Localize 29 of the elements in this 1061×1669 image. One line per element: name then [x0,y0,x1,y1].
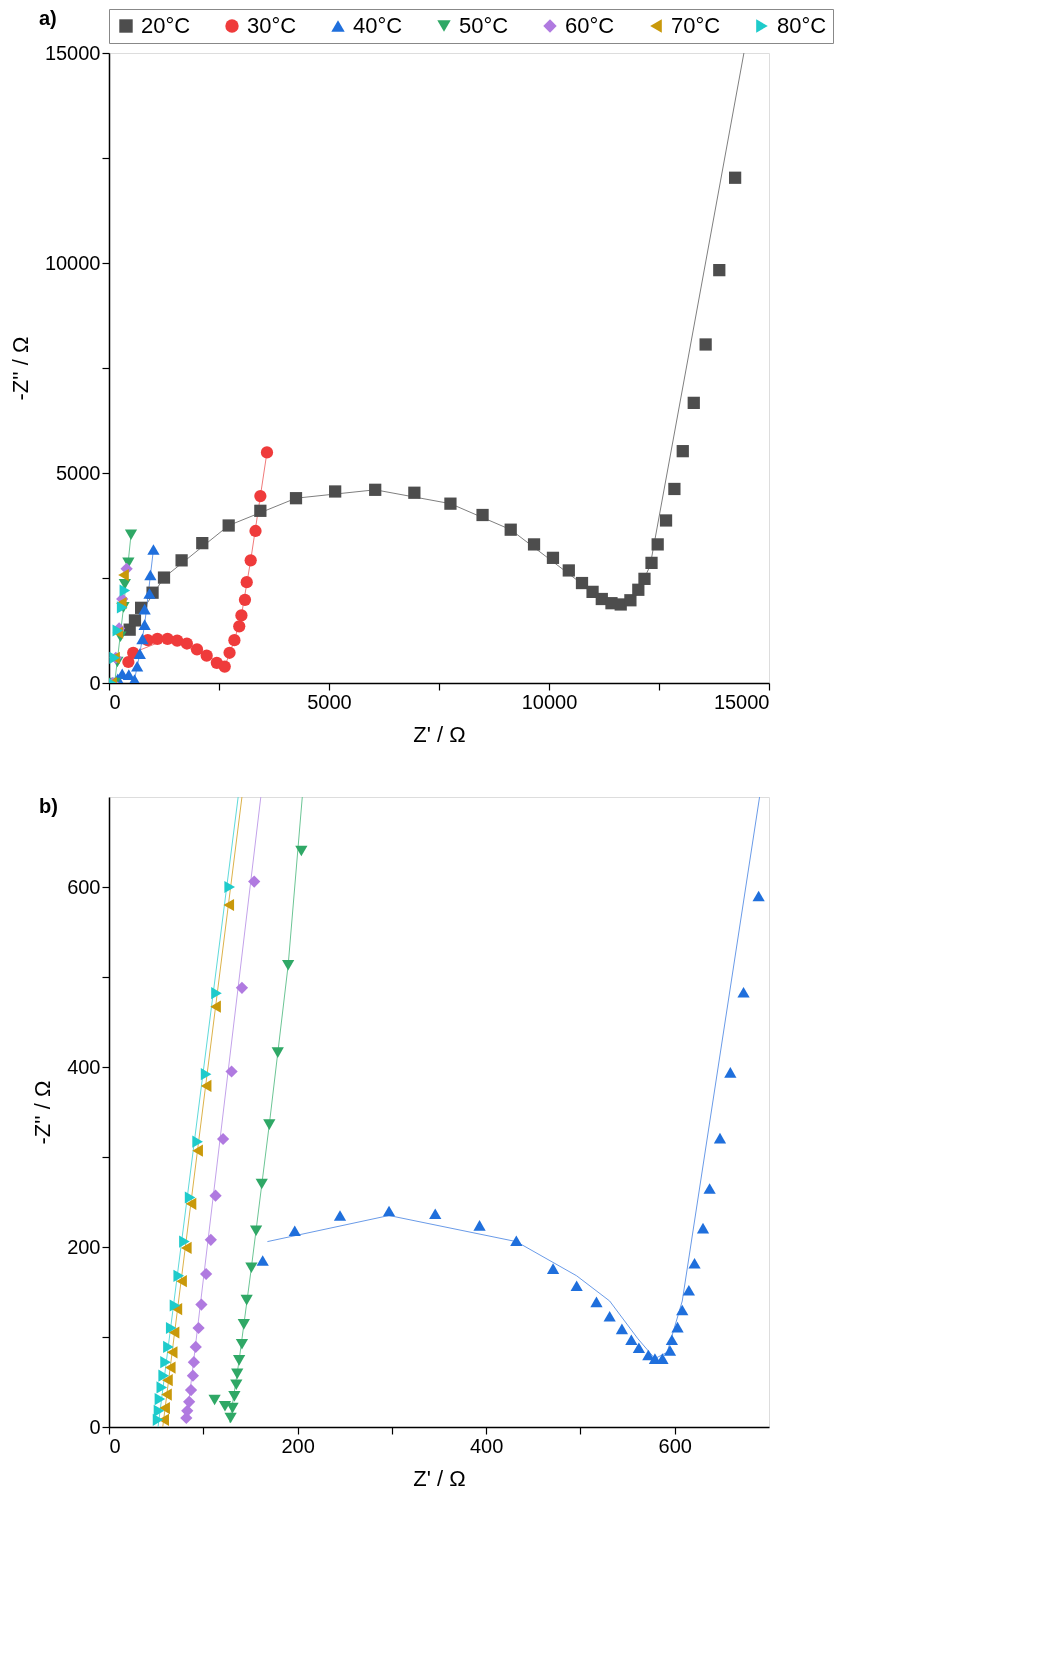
x-tick-label: 10000 [521,690,578,713]
x-axis-title: Z' / Ω [413,721,466,747]
y-tick-label: 0 [89,1415,101,1438]
y-axis-title: -Z'' / Ω [7,336,33,401]
x-tick-label: 5000 [307,690,352,713]
legend-label: 60°C [565,13,615,38]
legend-label: 20°C [141,13,191,38]
x-tick-label: 200 [281,1434,315,1457]
x-tick-label: 15000 [713,690,770,713]
y-tick-label: 15000 [44,41,101,64]
y-tick-label: 200 [67,1235,101,1258]
y-tick-label: 0 [89,671,101,694]
x-tick-label: 0 [109,1434,121,1457]
y-tick-label: 5000 [56,461,101,484]
legend-label: 30°C [247,13,297,38]
y-axis-title: -Z'' / Ω [30,1080,56,1145]
chart-title: a) [39,6,57,29]
legend-label: 50°C [459,13,509,38]
legend-label: 70°C [671,13,721,38]
x-tick-label: 0 [109,690,121,713]
legend-label: 40°C [353,13,403,38]
x-tick-label: 400 [469,1434,504,1457]
x-tick-label: 600 [658,1434,692,1457]
y-tick-label: 10000 [44,251,101,274]
legend-label: 80°C [777,13,827,38]
chart-title: b) [39,795,58,817]
x-axis-title: Z' / Ω [413,1465,466,1491]
y-tick-label: 600 [67,875,101,898]
y-tick-label: 400 [67,1055,101,1078]
